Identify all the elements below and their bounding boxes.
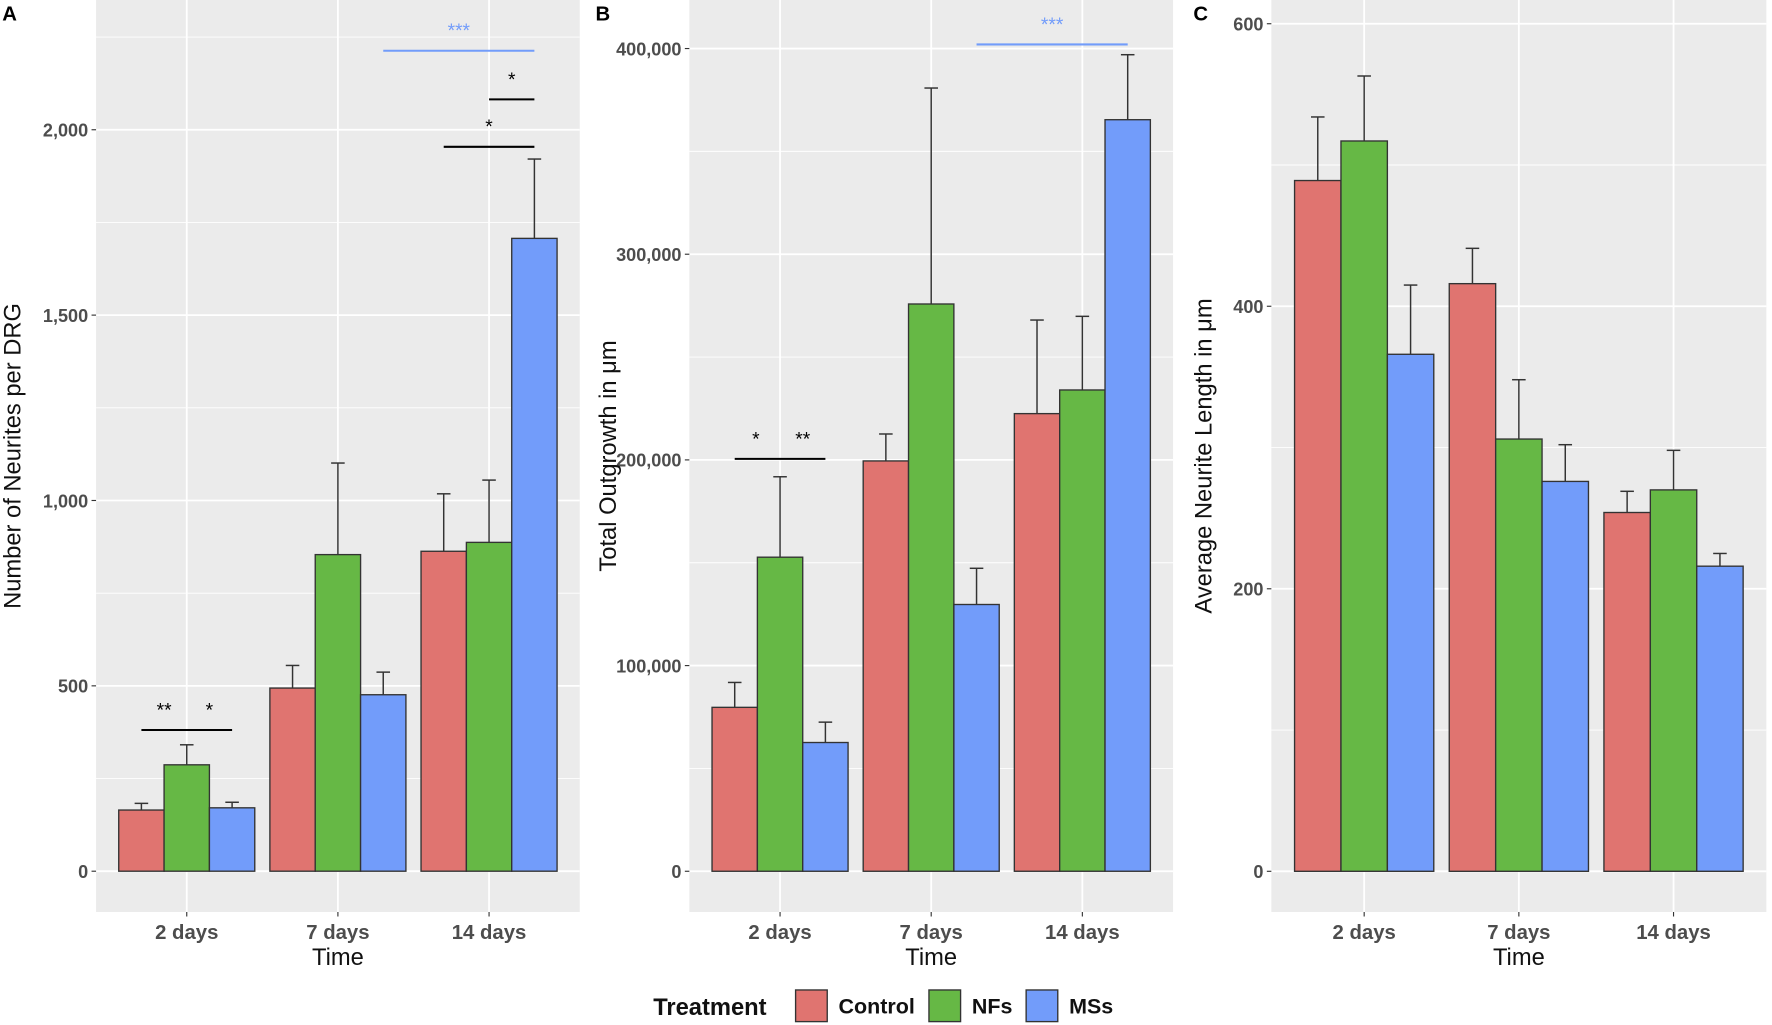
x-tick-label: 2 days — [1333, 922, 1396, 944]
x-tick-label: 7 days — [1487, 922, 1550, 944]
significance-label: * — [206, 700, 214, 721]
x-axis-title: Time — [905, 945, 957, 971]
y-tick-label: 2,000 — [43, 121, 88, 141]
bar-nfs — [314, 553, 362, 872]
y-tick-label: 0 — [1253, 862, 1263, 882]
significance-label: * — [508, 70, 516, 91]
bar-nfs — [1649, 489, 1698, 872]
y-tick-label: 500 — [58, 677, 88, 697]
legend-label: MSs — [1069, 995, 1113, 1019]
bar-mss — [511, 237, 558, 872]
y-axis-title: Number of Neurites per DRG — [0, 303, 26, 609]
bar-control — [420, 550, 468, 872]
bar-control — [862, 460, 910, 872]
bar-control — [1448, 282, 1497, 872]
legend-title: Treatment — [653, 995, 766, 1021]
x-axis-title: Time — [312, 945, 364, 971]
bar-mss — [953, 603, 1000, 872]
significance-label: * — [485, 117, 493, 138]
y-axis-title: Total Outgrowth in μm — [596, 340, 622, 571]
bar-mss — [1541, 480, 1590, 872]
panel-B: 0 100,000 200,000 300,000 400,000 2 days 7 day… — [596, 0, 1174, 971]
bar-mss — [1104, 119, 1152, 872]
bar-nfs — [907, 303, 955, 872]
legend-key-nfs — [928, 989, 962, 1023]
panel-C: 0 200 400 600 2 days 7 days 14 days C Time Averag… — [1191, 0, 1767, 971]
y-tick-label: 1,000 — [43, 491, 88, 511]
y-tick-label: 0 — [78, 862, 88, 882]
panel-label: B — [596, 3, 611, 25]
bar-mss — [1696, 565, 1744, 872]
x-tick-label: 14 days — [452, 922, 527, 944]
significance-label: ** — [795, 429, 810, 450]
bar-control — [118, 809, 165, 872]
y-tick-label: 300,000 — [616, 245, 681, 265]
panel-label: A — [2, 3, 17, 25]
bar-control — [1293, 179, 1342, 872]
x-tick-label: 14 days — [1045, 922, 1120, 944]
y-tick-label: 200,000 — [616, 451, 681, 471]
panel-label: C — [1193, 3, 1208, 25]
y-tick-label: 100,000 — [616, 656, 681, 676]
bar-nfs — [465, 541, 513, 872]
y-tick-label: 0 — [671, 862, 681, 882]
bar-nfs — [1494, 438, 1543, 872]
bar-nfs — [1340, 140, 1389, 872]
bar-control — [1013, 412, 1061, 872]
x-axis-title: Time — [1493, 945, 1545, 971]
y-tick-label: 200 — [1233, 580, 1263, 600]
y-tick-label: 1,500 — [43, 306, 88, 326]
significance-label: * — [752, 429, 760, 450]
x-tick-label: 7 days — [306, 922, 369, 944]
bar-nfs — [756, 556, 804, 872]
bar-mss — [1386, 353, 1435, 872]
y-axis-title: Average Neurite Length in μm — [1191, 298, 1217, 613]
bar-mss — [802, 741, 849, 872]
bar-control — [269, 687, 316, 872]
x-tick-label: 2 days — [748, 922, 811, 944]
significance-label: *** — [1041, 15, 1064, 36]
y-tick-label: 400 — [1233, 297, 1263, 317]
significance-label: ** — [157, 700, 172, 721]
bar-control — [1603, 511, 1652, 872]
y-tick-label: 400,000 — [616, 39, 681, 59]
y-tick-label: 600 — [1233, 15, 1263, 35]
legend-label: NFs — [972, 995, 1013, 1019]
bar-nfs — [1059, 389, 1106, 872]
significance-label: *** — [448, 21, 471, 42]
x-tick-label: 2 days — [155, 922, 218, 944]
bar-nfs — [163, 764, 211, 872]
legend: Treatment Control NFs MSs — [653, 989, 1113, 1023]
x-tick-label: 14 days — [1636, 922, 1711, 944]
x-tick-label: 7 days — [900, 922, 963, 944]
legend-key-mss — [1025, 989, 1059, 1023]
legend-label: Control — [839, 995, 915, 1019]
legend-key-control — [794, 989, 828, 1023]
bar-mss — [359, 694, 407, 872]
bar-control — [711, 706, 759, 872]
bar-mss — [208, 807, 256, 872]
